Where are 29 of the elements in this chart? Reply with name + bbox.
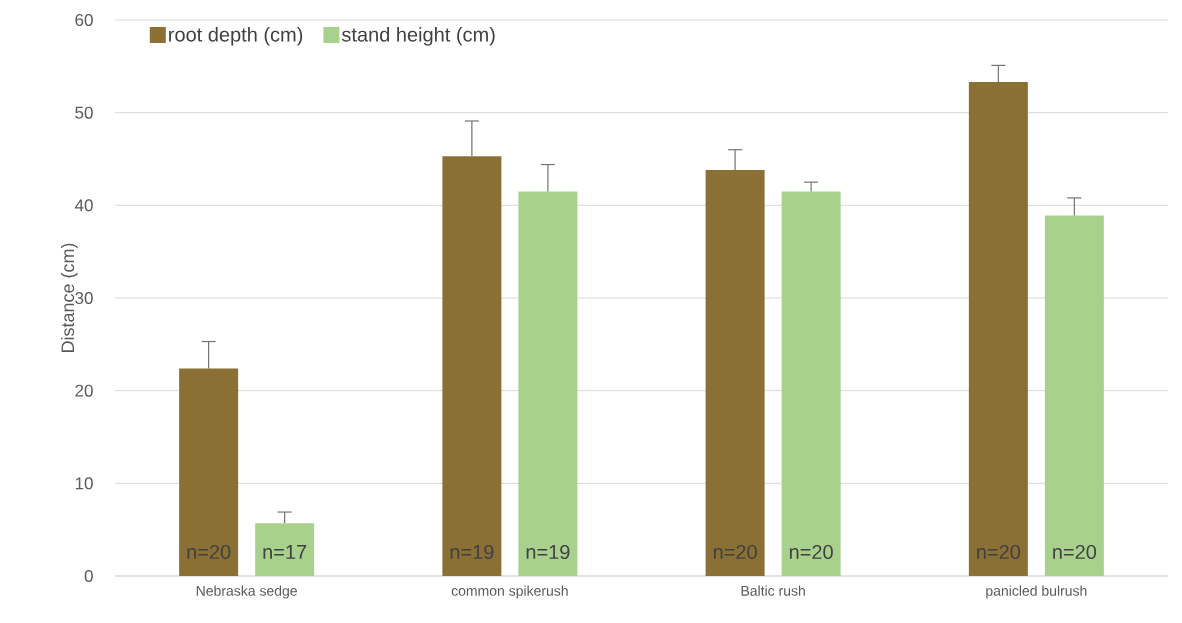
annotation: n=20 xyxy=(789,544,833,560)
y-tick-label: 30 xyxy=(75,291,93,305)
bar xyxy=(518,191,578,576)
annotation: n=20 xyxy=(977,544,1021,560)
legend-label: root depth (cm) xyxy=(169,26,303,46)
annotation: n=17 xyxy=(263,545,307,559)
bar xyxy=(442,156,502,576)
bar xyxy=(968,82,1028,576)
annotation: n=20 xyxy=(1053,544,1097,560)
legend-label: stand height (cm) xyxy=(341,26,495,46)
y-tick-label: 40 xyxy=(74,199,93,212)
y-tick-label: 20 xyxy=(75,384,93,397)
x-tick-label: common spikerush xyxy=(451,585,568,599)
x-tick-label: Baltic rush xyxy=(741,585,805,596)
bar xyxy=(179,368,239,576)
bar xyxy=(1044,215,1104,576)
annotation: n=19 xyxy=(526,544,570,560)
annotation: n=20 xyxy=(713,544,757,560)
bar xyxy=(781,191,841,576)
x-tick-label: panicled bulrush xyxy=(986,585,1087,599)
annotation: n=20 xyxy=(187,544,231,560)
annotation: n=19 xyxy=(450,544,494,560)
x-tick-label: Nebraska sedge xyxy=(196,585,297,599)
y-tick-label: 10 xyxy=(75,477,93,490)
bar xyxy=(255,523,315,576)
y-tick-label: 0 xyxy=(84,569,93,583)
y-tick-label: 50 xyxy=(75,106,93,119)
y-tick-label: 60 xyxy=(75,13,93,27)
bar xyxy=(705,170,765,576)
